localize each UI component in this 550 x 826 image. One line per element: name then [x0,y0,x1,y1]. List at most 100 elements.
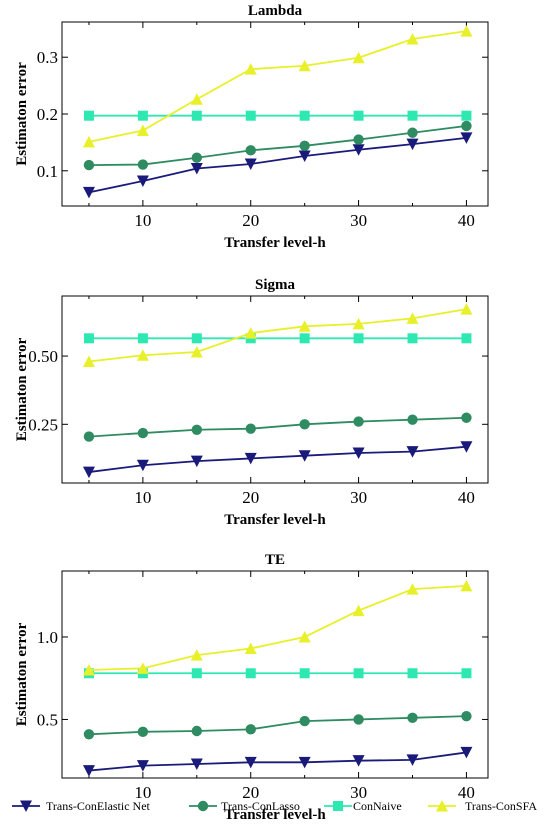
chart-panel-sigma: Sigma Transfer level-h Estimaton error 10 20… [14,277,489,528]
data-point [244,642,257,655]
data-point [244,756,257,769]
data-point [352,51,365,64]
y-axis-label: Estimaton error [14,62,30,166]
series-trans-conlasso [83,710,472,740]
x-tick-label: 40 [458,211,475,230]
data-point [460,25,473,37]
y-tick-label: 1.0 [37,628,58,647]
legend-item: ConNaive [324,799,402,813]
series-line [88,445,467,473]
data-point [191,424,203,435]
x-axis-label: Transfer level-h [224,512,326,528]
data-point [353,333,364,344]
legend-label: Trans-ConSFA [465,799,537,813]
data-point [137,110,148,121]
series-line [88,125,467,167]
data-point [244,158,257,170]
data-point [407,414,418,425]
data-point [461,412,472,423]
data-point [82,765,95,777]
legend-marker [333,801,343,811]
data-point [407,668,418,679]
series-line [88,136,467,194]
legend-marker [197,800,209,812]
data-point [137,333,148,344]
data-point [82,466,95,479]
data-point [407,110,418,121]
data-point [299,419,310,430]
data-point [83,431,95,442]
data-point [406,446,419,458]
series-trans-consfa [82,303,473,368]
data-point [244,452,257,465]
data-point [353,668,364,679]
data-point [137,726,149,738]
data-point [406,138,419,151]
data-point [352,755,365,767]
legend-label: Trans-ConElastic Net [46,799,151,813]
chart-panel-te: TE Transfer level-h Estimaton error 10 20 30 4… [14,552,489,823]
data-point [460,132,473,144]
legend-marker [436,800,448,812]
data-point [82,355,95,368]
y-tick-label: 0.5 [37,710,58,729]
legend-item: Trans-ConLasso [189,799,300,813]
y-axis-label: Estimaton error [14,337,30,441]
y-tick-label: 0.2 [37,105,58,124]
data-point [461,110,472,121]
data-point [353,416,364,427]
data-point [83,333,94,344]
data-point [298,756,311,769]
series-line [88,584,467,671]
series-trans-consfa [82,25,473,148]
x-axis-label: Transfer level-h [224,235,326,251]
data-point [190,649,203,661]
x-axis-label: Transfer level-h [224,807,326,821]
data-point [407,333,418,344]
data-point [406,583,419,595]
data-point [245,110,256,121]
data-point [82,663,95,676]
data-point [136,459,149,472]
legend-item: Trans-ConElastic Net [12,799,151,813]
chart-title: Lambda [248,3,303,19]
series-trans-conelastic-net [82,746,473,777]
data-point [299,140,310,152]
x-tick-label: 20 [242,211,259,230]
x-tick-label: 30 [350,211,367,230]
data-point [298,320,311,332]
plot-frame [61,295,489,484]
data-point [353,714,364,725]
series-line [88,751,467,772]
data-point [406,312,419,324]
series-connaive [83,110,472,121]
plot-frame [61,570,489,779]
legend: Trans-ConElastic Net Trans-ConLasso ConNai… [12,799,537,813]
data-point [298,630,311,643]
y-tick-label: 0.3 [37,48,58,67]
data-point [407,127,418,138]
data-point [83,729,95,740]
data-point [298,59,311,72]
data-point [245,145,256,156]
data-point [244,63,257,75]
data-point [298,450,311,462]
series-trans-conelastic-net [82,132,473,199]
data-point [136,760,149,772]
data-point [298,150,311,163]
series-trans-conlasso [83,412,472,442]
data-point [136,662,149,674]
data-point [136,124,149,136]
data-point [299,110,310,121]
data-point [406,754,419,766]
x-tick-label: 10 [134,211,151,230]
data-point [407,712,418,723]
x-tick-label: 10 [134,783,151,802]
series-line [88,715,467,736]
legend-item: Trans-ConSFA [428,799,537,813]
x-tick-label: 40 [458,783,475,802]
data-point [136,349,149,361]
data-point [82,186,95,199]
series-trans-conelastic-net [82,441,473,479]
x-tick-label: 30 [350,783,367,802]
